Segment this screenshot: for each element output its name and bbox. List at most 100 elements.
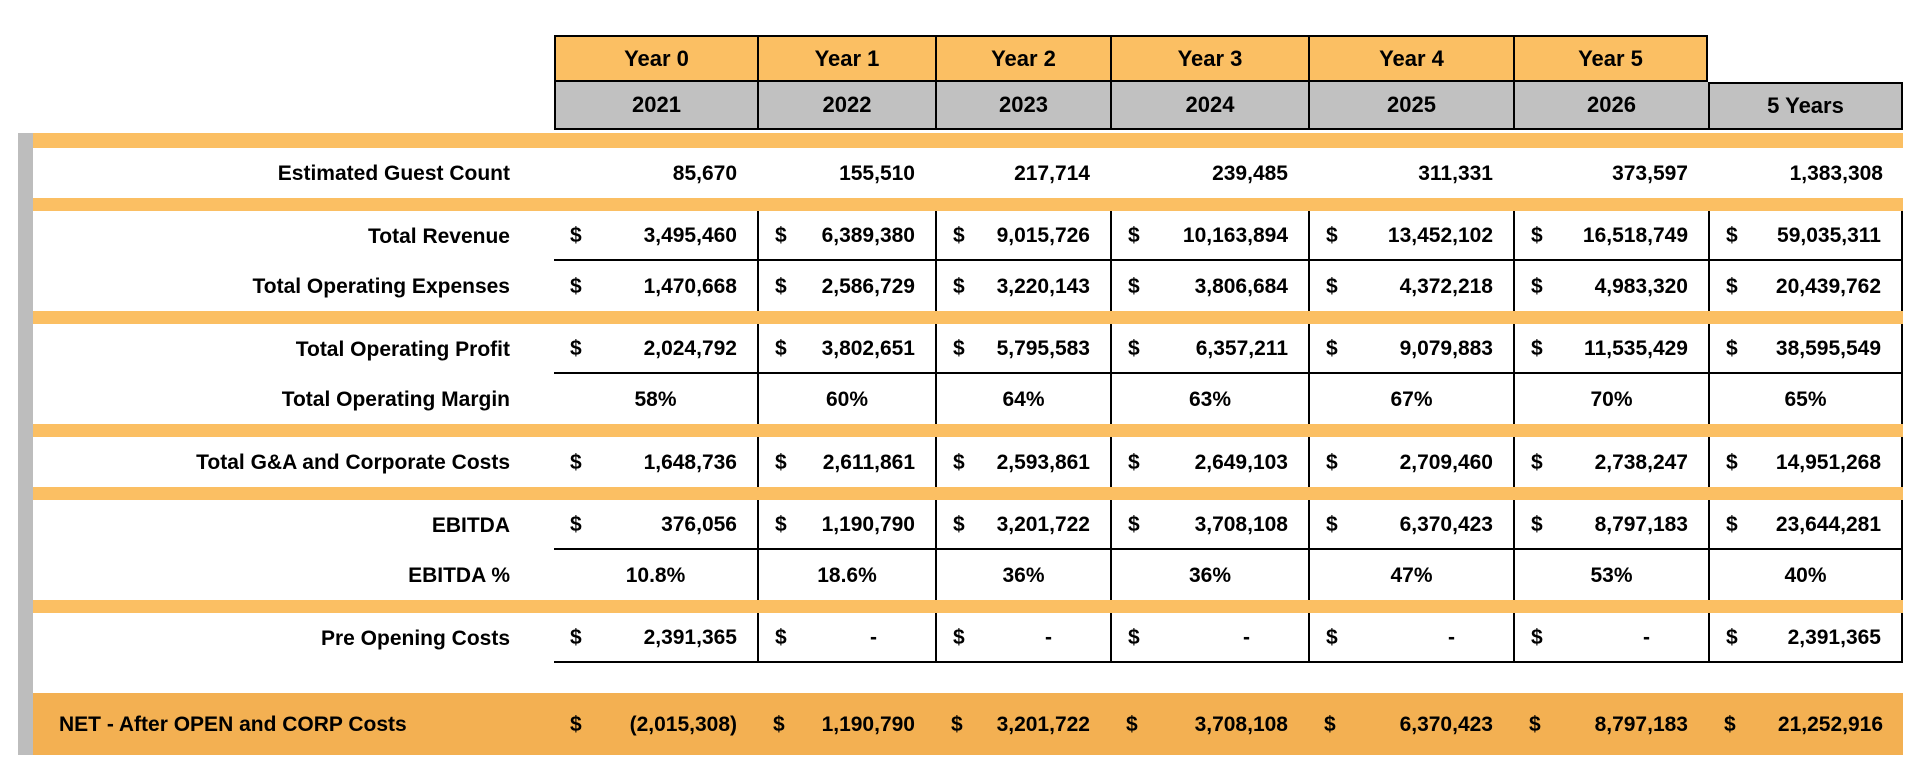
money-cell: $38,595,549 xyxy=(1708,324,1903,374)
currency-symbol: $ xyxy=(570,712,582,736)
amount-value: 3,806,684 xyxy=(1194,274,1288,298)
money-cell: $8,797,183 xyxy=(1513,500,1708,550)
money-cell: $ - xyxy=(1308,613,1513,663)
amount-value: 3,220,143 xyxy=(996,274,1090,298)
amount-value: 4,983,320 xyxy=(1594,274,1688,298)
money-cell: $10,163,894 xyxy=(1110,211,1308,261)
amount-value: 2,391,365 xyxy=(643,625,737,649)
currency-symbol: $ xyxy=(775,336,787,360)
currency-symbol: $ xyxy=(1128,512,1140,536)
row-label: Total Operating Profit xyxy=(295,337,510,361)
percent-cell: 47% xyxy=(1308,550,1513,600)
money-cell: $6,389,380 xyxy=(757,211,935,261)
year-header-cell: Year 4 xyxy=(1308,35,1513,82)
spacer xyxy=(33,663,1903,693)
amount-value: 10,163,894 xyxy=(1182,223,1288,247)
amount-value: 2,709,460 xyxy=(1399,450,1493,474)
amount-value: 6,370,423 xyxy=(1399,512,1493,536)
currency-symbol: $ xyxy=(1326,625,1338,649)
money-cell: $3,802,651 xyxy=(757,324,935,374)
money-cell: $2,391,365 xyxy=(1708,613,1903,663)
projection-table: Year 0 Year 1 Year 2 Year 3 Year 4 Year … xyxy=(33,35,1903,755)
amount-value: 6,370,423 xyxy=(1399,712,1493,736)
amount-value: 8,797,183 xyxy=(1594,712,1688,736)
money-cell: $3,708,108 xyxy=(1110,693,1308,755)
money-cell: $20,439,762 xyxy=(1708,261,1903,311)
amount-value: 6,389,380 xyxy=(821,223,915,247)
money-cell: $14,951,268 xyxy=(1708,437,1903,487)
period-header-cell: 2022 xyxy=(757,82,935,130)
row-label: EBITDA % xyxy=(408,563,510,587)
count-cell: 1,383,308 xyxy=(1789,161,1883,185)
amount-value: 2,586,729 xyxy=(821,274,915,298)
currency-symbol: $ xyxy=(1326,512,1338,536)
money-cell: $3,708,108 xyxy=(1110,500,1308,550)
table-row: Total Operating Profit $2,024,792 $3,802,6… xyxy=(33,324,1903,374)
percent-cell: 63% xyxy=(1110,374,1308,424)
money-cell: $6,370,423 xyxy=(1308,500,1513,550)
currency-symbol: $ xyxy=(1326,274,1338,298)
currency-symbol: $ xyxy=(1324,712,1336,736)
year-header-cell: Year 5 xyxy=(1513,35,1708,82)
currency-symbol: $ xyxy=(775,274,787,298)
currency-symbol: $ xyxy=(1531,512,1543,536)
percent-cell: 60% xyxy=(757,374,935,424)
currency-symbol: $ xyxy=(1128,625,1140,649)
currency-symbol: $ xyxy=(953,625,965,649)
row-label: Total G&A and Corporate Costs xyxy=(196,450,510,474)
currency-symbol: $ xyxy=(775,223,787,247)
money-cell: $6,357,211 xyxy=(1110,324,1308,374)
row-label: Total Operating Expenses xyxy=(252,274,510,298)
money-cell: $2,738,247 xyxy=(1513,437,1708,487)
year-header-cell: Year 2 xyxy=(935,35,1110,82)
period-header-cell: 2026 xyxy=(1513,82,1708,130)
money-cell: $11,535,429 xyxy=(1513,324,1708,374)
amount-value: 3,495,460 xyxy=(643,223,737,247)
currency-symbol: $ xyxy=(775,450,787,474)
amount-value: - xyxy=(870,625,877,649)
currency-symbol: $ xyxy=(1531,223,1543,247)
currency-symbol: $ xyxy=(953,336,965,360)
amount-value: 376,056 xyxy=(661,512,737,536)
amount-value: 3,802,651 xyxy=(821,336,915,360)
currency-symbol: $ xyxy=(953,512,965,536)
amount-value: 6,357,211 xyxy=(1195,336,1288,360)
money-cell: $ - xyxy=(1110,613,1308,663)
table-row: Total G&A and Corporate Costs $1,648,736 $… xyxy=(33,437,1903,487)
separator-band xyxy=(33,133,1903,148)
separator-band xyxy=(33,311,1903,324)
money-cell: $8,797,183 xyxy=(1513,693,1708,755)
amount-value: 3,201,722 xyxy=(996,512,1090,536)
money-cell: $2,649,103 xyxy=(1110,437,1308,487)
row-label: Estimated Guest Count xyxy=(277,161,510,185)
period-header-cell: 2025 xyxy=(1308,82,1513,130)
period-header-cell: 2021 xyxy=(554,82,757,130)
amount-value: 2,611,861 xyxy=(822,450,915,474)
percent-cell: 18.6% xyxy=(757,550,935,600)
header-spacer xyxy=(1708,35,1903,82)
amount-value: (2,015,308) xyxy=(629,712,737,736)
amount-value: 38,595,549 xyxy=(1775,336,1881,360)
money-cell: $376,056 xyxy=(554,500,757,550)
percent-cell: 36% xyxy=(1110,550,1308,600)
percent-cell: 36% xyxy=(935,550,1110,600)
money-cell: $3,495,460 xyxy=(554,211,757,261)
percent-cell: 53% xyxy=(1513,550,1708,600)
money-cell: $2,709,460 xyxy=(1308,437,1513,487)
currency-symbol: $ xyxy=(773,712,785,736)
percent-cell: 64% xyxy=(935,374,1110,424)
count-cell: 217,714 xyxy=(1014,161,1090,185)
money-cell: $ (2,015,308) xyxy=(554,693,757,755)
amount-value: 23,644,281 xyxy=(1775,512,1881,536)
money-cell: $3,201,722 xyxy=(935,693,1110,755)
amount-value: - xyxy=(1045,625,1052,649)
currency-symbol: $ xyxy=(1724,712,1736,736)
amount-value: 9,079,883 xyxy=(1399,336,1493,360)
count-cell: 155,510 xyxy=(839,161,915,185)
money-cell: $23,644,281 xyxy=(1708,500,1903,550)
money-cell: $ - xyxy=(757,613,935,663)
amount-value: - xyxy=(1643,625,1650,649)
left-accent-bar xyxy=(18,133,33,755)
currency-symbol: $ xyxy=(1726,512,1738,536)
